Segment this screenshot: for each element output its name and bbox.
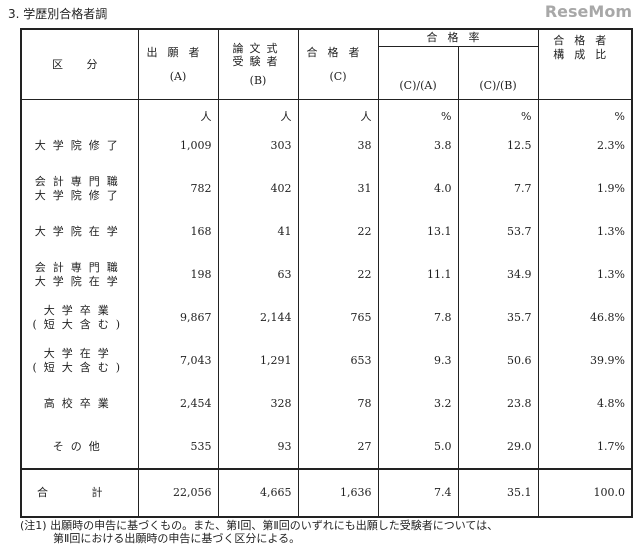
header-essay-label: 論文式受験者 xyxy=(232,41,284,68)
total-a: 22,056 xyxy=(137,468,219,517)
cell-comp: 39.9% xyxy=(537,339,633,382)
cell-c: 78 xyxy=(297,382,379,425)
cell-rb: 53.7 xyxy=(457,210,539,253)
cell-rb: 12.5 xyxy=(457,124,539,167)
header-applicants-label: 出願者 xyxy=(146,45,210,59)
total-comp: 100.0 xyxy=(537,468,633,517)
row-label: その他 xyxy=(20,425,139,469)
cell-a: 7,043 xyxy=(137,339,219,382)
row-label: 大学在学 (短大含む) xyxy=(20,339,139,382)
cell-c: 27 xyxy=(297,425,379,469)
cell-ra: 5.0 xyxy=(377,425,459,469)
table-row: 会計専門職 大学院在学 198 63 22 11.1 34.9 1.3% xyxy=(20,253,633,296)
cell-b: 328 xyxy=(217,382,299,425)
table-row: 大学在学 (短大含む) 7,043 1,291 653 9.3 50.6 39.9% xyxy=(20,339,633,382)
total-label: 合 計 xyxy=(20,468,139,517)
header-essay-sub: (B) xyxy=(249,73,267,87)
cell-rb: 29.0 xyxy=(457,425,539,469)
header-passers-label: 合格者 xyxy=(306,45,370,59)
row-label: 大学卒業 (短大含む) xyxy=(20,296,139,339)
total-c: 1,636 xyxy=(297,468,379,517)
unit: 人 xyxy=(297,99,379,124)
cell-ra: 9.3 xyxy=(377,339,459,382)
table-row: 高校卒業 2,454 328 78 3.2 23.8 4.8% xyxy=(20,382,633,425)
cell-ra: 4.0 xyxy=(377,167,459,210)
cell-ra: 3.8 xyxy=(377,124,459,167)
cell-b: 93 xyxy=(217,425,299,469)
cell-b: 41 xyxy=(217,210,299,253)
results-table: 区 分 出願者 (A) 論文式受験者 (B) 合格者 (C) 合格率 合格者構成比 (… xyxy=(20,28,633,518)
total-b: 4,665 xyxy=(217,468,299,517)
header-category: 区 分 xyxy=(20,29,139,100)
cell-a: 2,454 xyxy=(137,382,219,425)
cell-ra: 7.8 xyxy=(377,296,459,339)
header-rate: 合格率 xyxy=(377,29,539,47)
cell-rb: 34.9 xyxy=(457,253,539,296)
watermark-logo: ReseMom xyxy=(544,2,632,21)
cell-c: 653 xyxy=(297,339,379,382)
cell-c: 22 xyxy=(297,210,379,253)
cell-comp: 2.3% xyxy=(537,124,633,167)
cell-rb: 23.8 xyxy=(457,382,539,425)
header-applicants: 出願者 (A) xyxy=(137,29,219,100)
unit: % xyxy=(377,99,459,124)
total-ra: 7.4 xyxy=(377,468,459,517)
header-passers-sub: (C) xyxy=(329,69,347,83)
table-row: 会計専門職 大学院修了 782 402 31 4.0 7.7 1.9% xyxy=(20,167,633,210)
cell-b: 402 xyxy=(217,167,299,210)
cell-a: 1,009 xyxy=(137,124,219,167)
cell-comp: 1.7% xyxy=(537,425,633,469)
table-row: その他 535 93 27 5.0 29.0 1.7% xyxy=(20,425,633,469)
unit: 人 xyxy=(137,99,219,124)
row-label: 高校卒業 xyxy=(20,382,139,425)
cell-comp: 1.9% xyxy=(537,167,633,210)
table-row: 大学院在学 168 41 22 13.1 53.7 1.3% xyxy=(20,210,633,253)
header-essay: 論文式受験者 (B) xyxy=(217,29,299,100)
cell-ra: 11.1 xyxy=(377,253,459,296)
cell-b: 63 xyxy=(217,253,299,296)
header-rate-b: (C)/(B) xyxy=(457,46,539,100)
header-applicants-sub: (A) xyxy=(169,69,187,83)
table-row: 大学院修了 1,009 303 38 3.8 12.5 2.3% xyxy=(20,124,633,167)
cell-rb: 7.7 xyxy=(457,167,539,210)
footnote: (注1) 出願時の申告に基づくもの。また、第Ⅰ回、第Ⅱ回のいずれにも出願した受験… xyxy=(20,519,499,545)
unit: % xyxy=(457,99,539,124)
cell-a: 198 xyxy=(137,253,219,296)
unit-row: 人 人 人 % % % xyxy=(20,99,633,124)
cell-comp: 1.3% xyxy=(537,253,633,296)
cell-c: 22 xyxy=(297,253,379,296)
cell-comp: 4.8% xyxy=(537,382,633,425)
cell-c: 765 xyxy=(297,296,379,339)
header-passers: 合格者 (C) xyxy=(297,29,379,100)
unit: % xyxy=(537,99,633,124)
cell-a: 168 xyxy=(137,210,219,253)
unit-empty xyxy=(20,99,139,124)
cell-b: 2,144 xyxy=(217,296,299,339)
unit: 人 xyxy=(217,99,299,124)
total-row: 合 計 22,056 4,665 1,636 7.4 35.1 100.0 xyxy=(20,468,633,517)
total-rb: 35.1 xyxy=(457,468,539,517)
cell-rb: 35.7 xyxy=(457,296,539,339)
header-composition: 合格者構成比 xyxy=(537,29,633,100)
section-title: 3. 学歴別合格者調 xyxy=(8,7,108,21)
cell-ra: 13.1 xyxy=(377,210,459,253)
cell-b: 1,291 xyxy=(217,339,299,382)
row-label: 大学院在学 xyxy=(20,210,139,253)
cell-a: 9,867 xyxy=(137,296,219,339)
cell-b: 303 xyxy=(217,124,299,167)
cell-comp: 1.3% xyxy=(537,210,633,253)
table-row: 大学卒業 (短大含む) 9,867 2,144 765 7.8 35.7 46.8% xyxy=(20,296,633,339)
cell-a: 782 xyxy=(137,167,219,210)
cell-c: 31 xyxy=(297,167,379,210)
cell-rb: 50.6 xyxy=(457,339,539,382)
cell-c: 38 xyxy=(297,124,379,167)
header-rate-a: (C)/(A) xyxy=(377,46,459,100)
cell-ra: 3.2 xyxy=(377,382,459,425)
row-label: 大学院修了 xyxy=(20,124,139,167)
cell-comp: 46.8% xyxy=(537,296,633,339)
row-label: 会計専門職 大学院在学 xyxy=(20,253,139,296)
row-label: 会計専門職 大学院修了 xyxy=(20,167,139,210)
cell-a: 535 xyxy=(137,425,219,469)
